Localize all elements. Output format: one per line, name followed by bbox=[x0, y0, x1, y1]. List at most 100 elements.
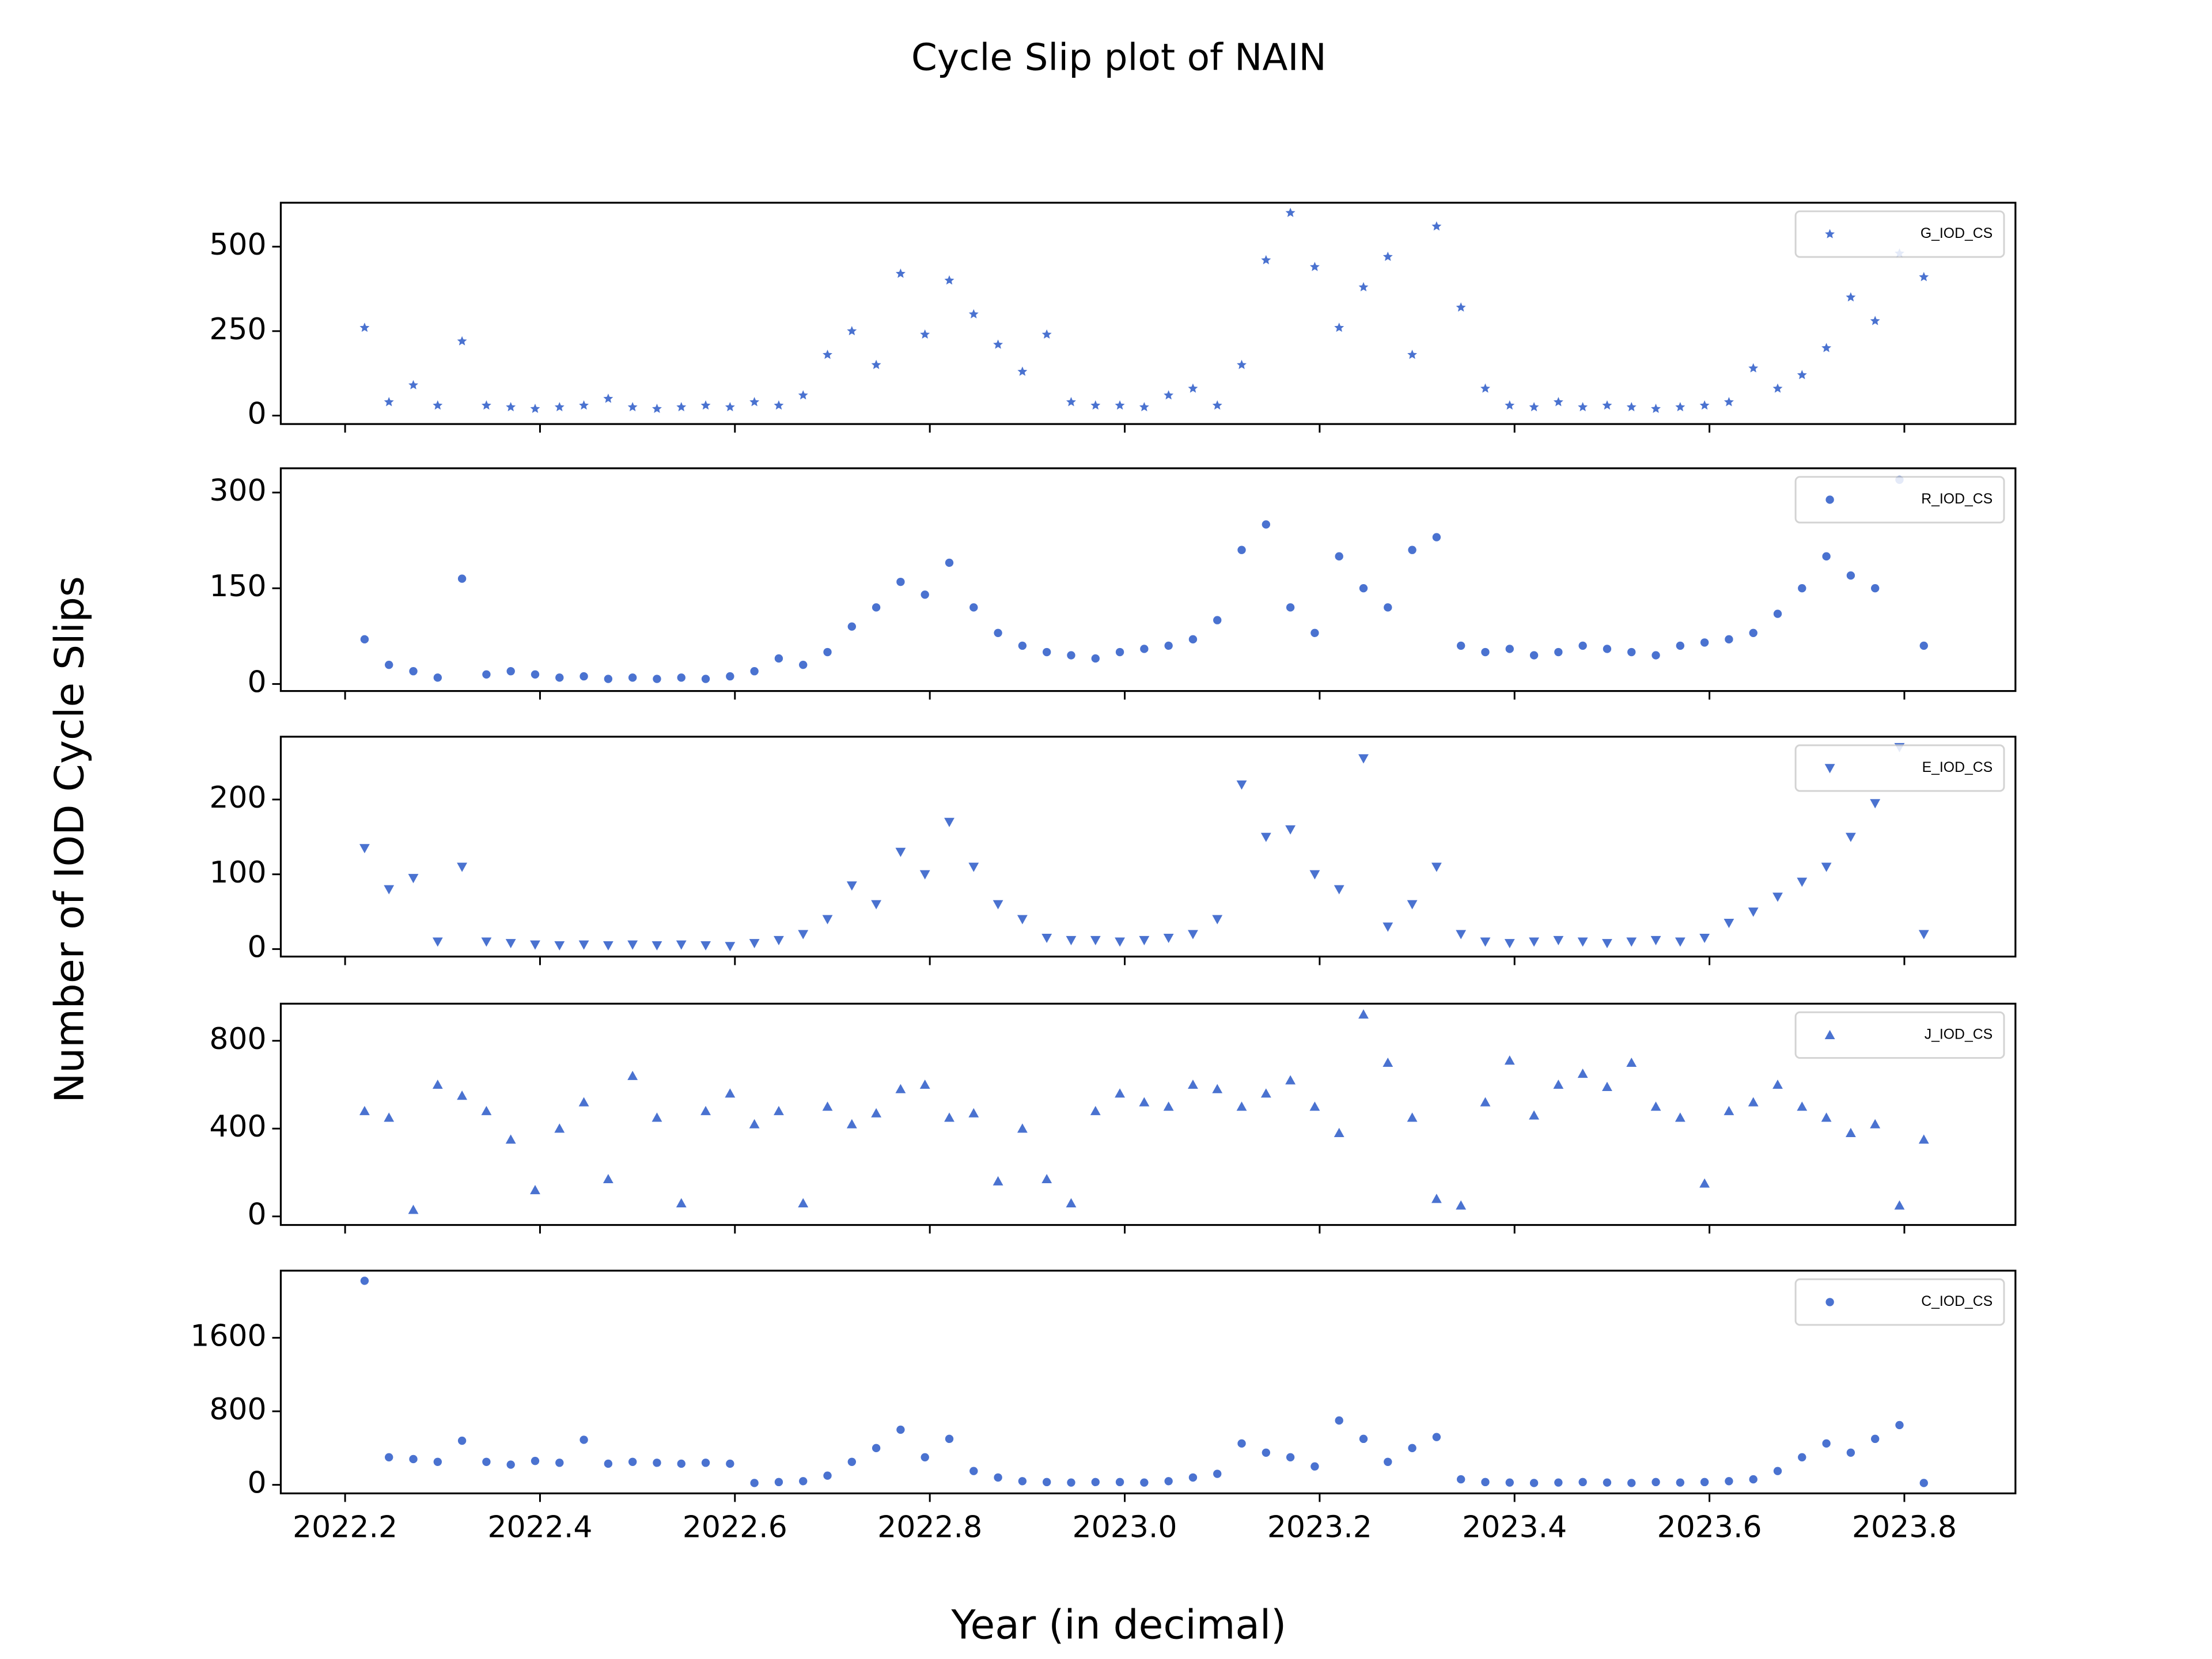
plot-frame bbox=[279, 736, 2017, 958]
data-point bbox=[433, 1457, 442, 1466]
data-point bbox=[726, 672, 734, 681]
data-point bbox=[969, 603, 978, 612]
data-point bbox=[1431, 862, 1442, 872]
data-point bbox=[1164, 641, 1173, 650]
data-point bbox=[1286, 603, 1295, 612]
data-point bbox=[700, 1105, 711, 1115]
data-point bbox=[1260, 832, 1271, 842]
data-point bbox=[700, 941, 711, 951]
data-point bbox=[531, 1456, 540, 1465]
data-point bbox=[1407, 1112, 1418, 1122]
data-point bbox=[1164, 390, 1174, 400]
data-point bbox=[1603, 1478, 1612, 1487]
data-point bbox=[1139, 935, 1150, 945]
data-point bbox=[628, 1457, 637, 1466]
data-point bbox=[1676, 1478, 1685, 1487]
data-point bbox=[481, 1105, 492, 1115]
data-point bbox=[1652, 651, 1660, 660]
data-point bbox=[554, 941, 565, 951]
data-point bbox=[726, 1459, 734, 1468]
data-point bbox=[457, 1436, 467, 1445]
data-point bbox=[360, 635, 369, 644]
data-point bbox=[1115, 400, 1125, 410]
data-point bbox=[1432, 533, 1441, 541]
data-point bbox=[921, 1453, 929, 1461]
data-point bbox=[725, 942, 736, 952]
data-point bbox=[1529, 651, 1539, 660]
data-point bbox=[1553, 935, 1564, 945]
data-point bbox=[1845, 1127, 1856, 1137]
data-point bbox=[1188, 635, 1198, 644]
data-point bbox=[1481, 647, 1490, 657]
data-point bbox=[1090, 935, 1101, 945]
data-point bbox=[1626, 402, 1637, 412]
data-point bbox=[1553, 1080, 1564, 1089]
data-point bbox=[1846, 571, 1855, 580]
data-point bbox=[919, 1080, 930, 1089]
data-point bbox=[360, 1277, 369, 1285]
data-point bbox=[1286, 1453, 1295, 1461]
data-point bbox=[847, 325, 857, 336]
data-point bbox=[1577, 937, 1588, 947]
data-point bbox=[1407, 349, 1418, 359]
data-point bbox=[1334, 1127, 1344, 1137]
x-tick-label: 2022.8 bbox=[877, 1510, 982, 1544]
data-point bbox=[677, 1459, 685, 1468]
data-point bbox=[481, 937, 492, 947]
data-point bbox=[1919, 272, 1929, 282]
data-point bbox=[1066, 1198, 1077, 1207]
data-point bbox=[1870, 316, 1880, 325]
data-point bbox=[1139, 402, 1149, 412]
data-point bbox=[384, 885, 395, 895]
data-point bbox=[1285, 1075, 1296, 1085]
data-point bbox=[1748, 907, 1759, 917]
data-point bbox=[1480, 1097, 1491, 1107]
data-point bbox=[604, 675, 613, 683]
data-point bbox=[1017, 366, 1028, 376]
data-point bbox=[1798, 584, 1806, 593]
data-point bbox=[871, 1108, 882, 1118]
data-point bbox=[385, 1453, 393, 1461]
data-point bbox=[1919, 641, 1928, 650]
x-tick-label: 2022.2 bbox=[293, 1510, 397, 1544]
data-point bbox=[1213, 616, 1222, 624]
data-point bbox=[554, 1123, 565, 1133]
data-point bbox=[1724, 397, 1734, 407]
data-point bbox=[1261, 255, 1271, 264]
data-point bbox=[725, 402, 735, 412]
legend-box bbox=[1794, 744, 2005, 792]
data-point bbox=[1748, 363, 1759, 373]
y-tick-label: 0 bbox=[248, 665, 267, 699]
data-point bbox=[1309, 262, 1320, 271]
data-point bbox=[945, 558, 954, 567]
data-point bbox=[1918, 1134, 1929, 1144]
data-point bbox=[1237, 1439, 1246, 1448]
data-point bbox=[1529, 1479, 1539, 1487]
x-tick-label: 2023.6 bbox=[1657, 1510, 1762, 1544]
data-point bbox=[554, 402, 565, 412]
data-point bbox=[1529, 937, 1539, 947]
chart-title: Cycle Slip plot of NAIN bbox=[911, 36, 1327, 79]
data-point bbox=[725, 1088, 736, 1098]
data-point bbox=[1505, 400, 1515, 410]
data-point bbox=[653, 675, 661, 683]
data-point bbox=[920, 329, 930, 339]
data-point bbox=[1408, 546, 1416, 554]
data-point bbox=[1529, 402, 1539, 412]
data-point bbox=[530, 940, 540, 950]
data-point bbox=[1382, 1057, 1393, 1067]
y-tick-label: 400 bbox=[209, 1109, 266, 1144]
data-point bbox=[1504, 939, 1515, 949]
y-tick-label: 800 bbox=[209, 1022, 266, 1056]
legend-label: R_IOD_CS bbox=[1921, 491, 1993, 507]
x-tick-label: 2022.4 bbox=[487, 1510, 592, 1544]
data-point bbox=[798, 1198, 809, 1207]
data-point bbox=[1748, 1097, 1759, 1107]
data-point bbox=[822, 915, 833, 925]
data-point bbox=[1749, 628, 1758, 637]
data-point bbox=[433, 400, 443, 410]
data-point bbox=[506, 667, 515, 676]
data-point bbox=[1602, 1081, 1612, 1091]
